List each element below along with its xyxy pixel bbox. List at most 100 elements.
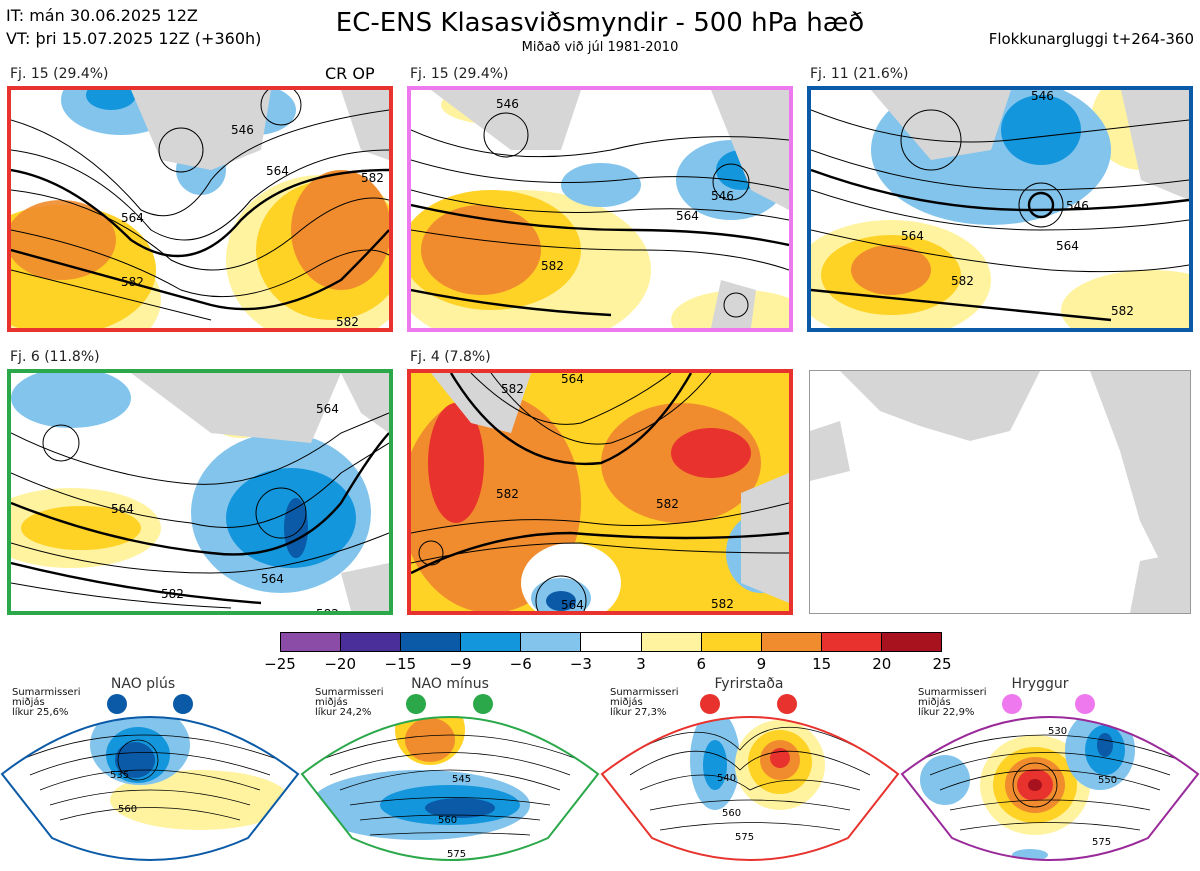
season: Sumarmisseri [12, 687, 81, 698]
contour-label: 582 [161, 587, 184, 601]
init-time: IT: mán 30.06.2025 12Z [6, 6, 198, 25]
colorbar-tick: −9 [449, 655, 472, 673]
regime-blocking-dot-1 [700, 694, 720, 714]
colorbar-tick: −25 [264, 655, 296, 673]
cluster-map-4: 564 564 564 582 582 [7, 369, 393, 615]
cluster-map-5: 582 564 582 582 582 564 [407, 369, 793, 615]
colorbar-swatch [761, 633, 822, 651]
colorbar-tick: 20 [872, 655, 892, 673]
contour-label: 582 [496, 487, 519, 501]
fan-contour-label: 530 [1048, 726, 1067, 737]
contour-label: 564 [561, 598, 584, 611]
contour-label: 564 [261, 572, 284, 586]
colorbar-swatch [341, 633, 402, 651]
scope: miðjás [610, 697, 643, 708]
colorbar-swatch [461, 633, 522, 651]
cluster-2-label: Fj. 15 (29.4%) [410, 66, 509, 82]
regime-nao-plus-stats: Sumarmisseri miðjás líkur 25,6% [12, 688, 80, 718]
regime-ridge-dot-1 [1002, 694, 1022, 714]
page-title: EC-ENS Klasasviðsmyndir - 500 hPa hæð [335, 8, 865, 38]
contour-label: 582 [361, 171, 384, 185]
regime-nao-plus-dot-1 [107, 694, 127, 714]
regime-fans: 535 560 545 560 575 540 560 575 530 550 … [0, 690, 1200, 871]
fan-contour-label: 560 [438, 815, 457, 826]
regime-blocking-dot-2 [777, 694, 797, 714]
fan-contour-label: 535 [110, 770, 129, 781]
regime-nao-minus-title: NAO mínus [411, 676, 489, 692]
scope: miðjás [315, 697, 348, 708]
colorbar-swatch [581, 633, 642, 651]
regime-nao-minus-dot-1 [406, 694, 426, 714]
colorbar-tick: −20 [324, 655, 356, 673]
season: Sumarmisseri [315, 687, 384, 698]
fan-contour-label: 550 [1098, 775, 1117, 786]
fan-contour-label: 540 [717, 773, 736, 784]
contour-label: 564 [901, 229, 924, 243]
colorbar-tick: 3 [636, 655, 646, 673]
colorbar-swatch [401, 633, 462, 651]
scope: miðjás [12, 697, 45, 708]
contour-label: 546 [496, 97, 519, 111]
contour-label: 582 [121, 275, 144, 289]
contour-label: 582 [1111, 304, 1134, 318]
cluster-map-2: 546 546 564 582 [407, 86, 793, 332]
contour-label: 582 [541, 259, 564, 273]
colorbar-tick: −6 [509, 655, 532, 673]
cluster-5-label: Fj. 4 (7.8%) [410, 349, 491, 365]
probability: líkur 24,2% [315, 707, 372, 718]
cluster-window: Flokkunargluggi t+264-360 [988, 30, 1194, 48]
contour-label: 564 [676, 209, 699, 223]
season: Sumarmisseri [610, 687, 679, 698]
regime-blocking-title: Fyrirstaða [714, 676, 784, 692]
fan-contour-label: 545 [452, 774, 471, 785]
regime-ridge-title: Hryggur [1011, 676, 1069, 692]
contour-label: 564 [111, 502, 134, 516]
contour-label: 546 [711, 189, 734, 203]
contour-label: 564 [1056, 239, 1079, 253]
regime-ridge-stats: Sumarmisseri miðjás líkur 22,9% [918, 688, 986, 718]
control-run-label: CR OP [325, 64, 375, 83]
season: Sumarmisseri [918, 687, 987, 698]
cluster-4-label: Fj. 6 (11.8%) [10, 349, 100, 365]
colorbar-tick: −3 [569, 655, 592, 673]
fan-contour-label: 575 [447, 849, 466, 860]
contour-label: 564 [561, 373, 584, 386]
cluster-1-label: Fj. 15 (29.4%) [10, 66, 109, 82]
contour-label: 582 [711, 597, 734, 611]
contour-label: 582 [336, 315, 359, 328]
fan-contour-label: 575 [1092, 837, 1111, 848]
scope: miðjás [918, 697, 951, 708]
colorbar-swatch [881, 633, 942, 651]
colorbar-swatch [821, 633, 882, 651]
cluster-map-1: 546 564 564 582 582 582 [7, 86, 393, 332]
contour-label: 546 [1066, 199, 1089, 213]
contour-label: 546 [1031, 90, 1054, 103]
colorbar-tick: 9 [756, 655, 767, 673]
regime-blocking-stats: Sumarmisseri miðjás líkur 27,3% [610, 688, 678, 718]
regime-nao-plus-title: NAO plús [110, 676, 176, 692]
colorbar-swatch [701, 633, 762, 651]
fan-contour-label: 575 [735, 832, 754, 843]
valid-time: VT: þri 15.07.2025 12Z (+360h) [6, 29, 262, 48]
probability: líkur 22,9% [918, 707, 975, 718]
contour-label: 564 [316, 402, 339, 416]
colorbar-swatch [281, 633, 342, 651]
probability: líkur 27,3% [610, 707, 667, 718]
contour-label: 546 [231, 123, 254, 137]
colorbar-swatch [521, 633, 582, 651]
contour-label: 582 [656, 497, 679, 511]
probability: líkur 25,6% [12, 707, 69, 718]
contour-label: 582 [316, 607, 339, 611]
fan-contour-label: 560 [118, 804, 137, 815]
regime-ridge-dot-2 [1075, 694, 1095, 714]
contour-label: 564 [121, 211, 144, 225]
cluster-map-3: 546 546 564 564 582 582 [807, 86, 1193, 332]
cluster-3-label: Fj. 11 (21.6%) [810, 66, 909, 82]
page-subtitle: Miðað við júl 1981-2010 [521, 40, 679, 55]
empty-map [809, 370, 1191, 614]
regime-nao-minus-stats: Sumarmisseri miðjás líkur 24,2% [315, 688, 383, 718]
contour-label: 582 [951, 274, 974, 288]
colorbar-swatch [641, 633, 702, 651]
colorbar-tick: 15 [812, 655, 832, 673]
colorbar [280, 632, 942, 652]
